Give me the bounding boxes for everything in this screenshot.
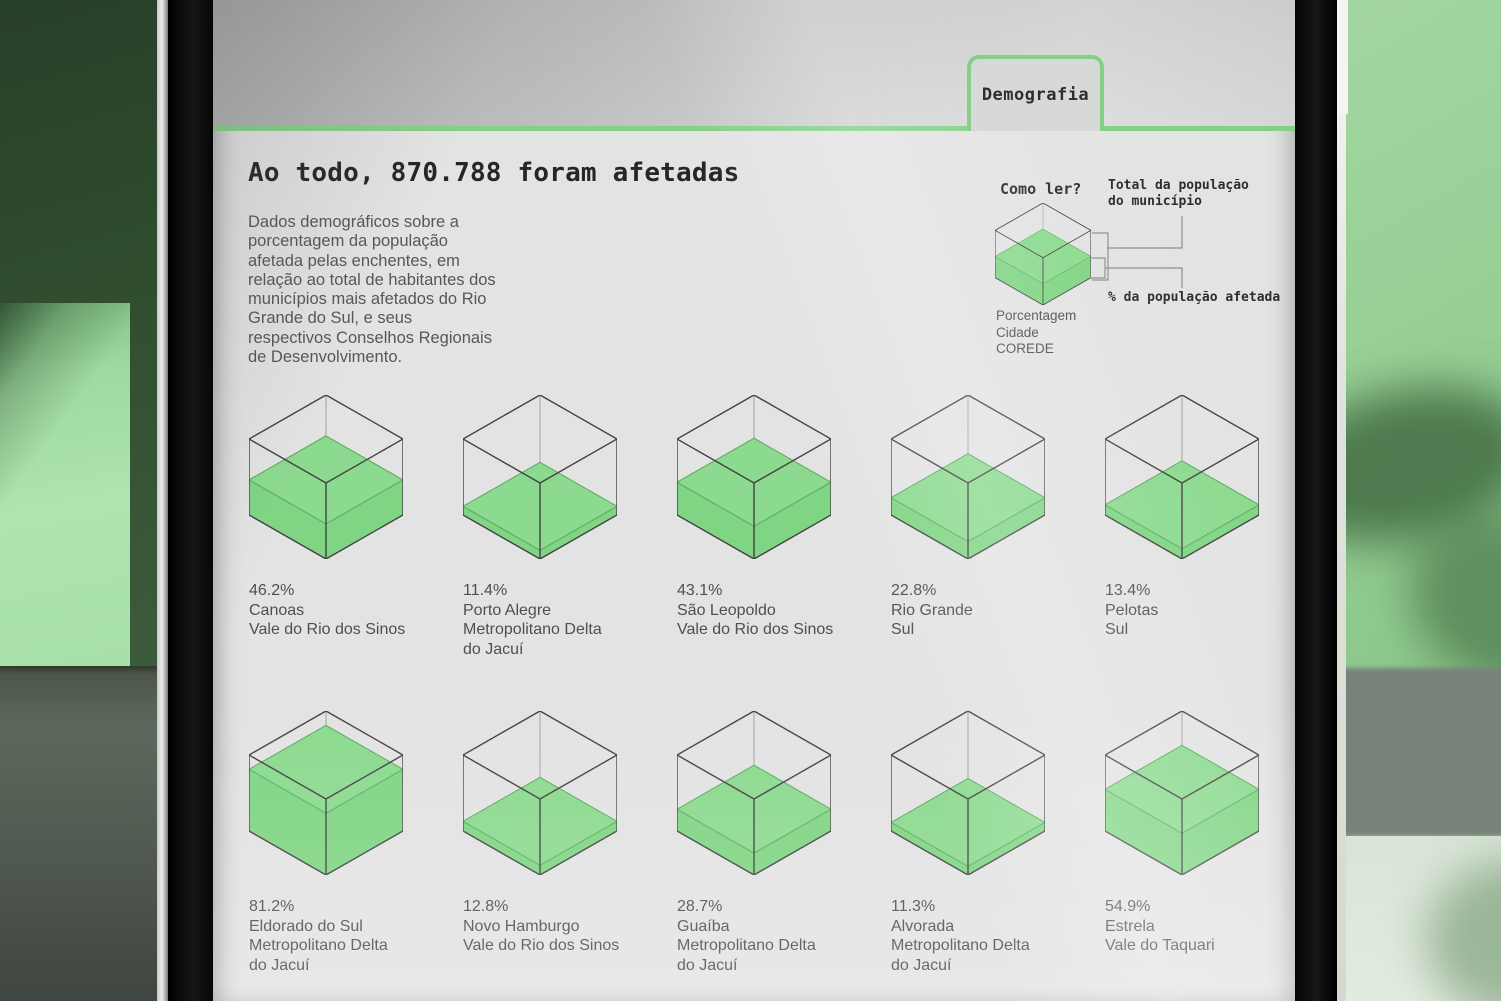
city-label: Eldorado do Sul (249, 917, 363, 935)
background-left-panel (0, 303, 130, 668)
corede-label: Metropolitano Delta (677, 937, 816, 954)
city-label: Guaíba (677, 917, 730, 935)
city-label: Rio Grande (891, 601, 973, 619)
corede-label: Vale do Taquari (1105, 937, 1215, 954)
tab-label: Demografia (981, 85, 1090, 105)
legend-heading: Como ler? (1000, 180, 1082, 198)
municipality-chart: 13.4% Pelotas Sul (1103, 394, 1261, 659)
legend-caption-porcentagem: Porcentagem (996, 308, 1077, 323)
pct-label: 43.1% (677, 582, 723, 599)
cube-label: 22.8% Rio Grande Sul (891, 581, 1045, 640)
legend-affected-label: % da população afetada (1108, 290, 1281, 305)
corede-label: Metropolitano Delta (891, 937, 1030, 954)
pct-label: 11.4% (463, 582, 508, 599)
cube-label: 43.1% São Leopoldo Vale do Rio dos Sinos (677, 581, 834, 640)
legend-total-line1: Total da população (1108, 178, 1249, 193)
pct-label: 11.3% (891, 898, 936, 915)
cube-chart-svg (1103, 394, 1261, 560)
pct-label: 12.8% (463, 898, 509, 915)
pct-label: 81.2% (249, 898, 295, 915)
municipality-chart: 22.8% Rio Grande Sul (889, 394, 1047, 659)
cube-chart-svg (1103, 710, 1261, 876)
corede-label: Metropolitano Delta (463, 621, 602, 638)
corede-label: Vale do Rio dos Sinos (463, 937, 620, 954)
corede-label: do Jacuí (463, 640, 524, 658)
legend-caption: Porcentagem Cidade COREDE (996, 308, 1076, 358)
intro-paragraph: Dados demográficos sobre a porcentagem d… (248, 213, 496, 367)
cube-label: 46.2% Canoas Vale do Rio dos Sinos (249, 581, 406, 640)
corede-label: Sul (891, 621, 915, 638)
city-label: Porto Alegre (463, 601, 552, 619)
cube-label: 11.4% Porto Alegre Metropolitano Delta do… (463, 581, 617, 659)
city-label: Canoas (249, 601, 305, 619)
tablet-edge-right (1337, 0, 1346, 1001)
tablet-edge-left (157, 0, 168, 1001)
cube-chart-svg (675, 394, 833, 560)
legend-connector-lines (1090, 216, 1183, 288)
corede-label: Sul (1105, 621, 1129, 638)
tablet-bezel-left (168, 0, 213, 1001)
corede-label: do Jacuí (249, 956, 310, 974)
municipality-chart: 28.7% Guaíba Metropolitano Delta do Jacuí (675, 710, 833, 975)
city-label: Estrela (1105, 917, 1155, 935)
municipality-chart: 11.3% Alvorada Metropolitano Delta do Jac… (889, 710, 1047, 975)
cube-grid-row-2: 81.2% Eldorado do Sul Metropolitano Delt… (247, 710, 1261, 975)
tablet-bezel-right (1295, 0, 1337, 1001)
municipality-chart: 46.2% Canoas Vale do Rio dos Sinos (247, 394, 406, 659)
municipality-chart: 54.9% Estrela Vale do Taquari (1103, 710, 1261, 975)
legend-total-line2: do município (1108, 193, 1202, 209)
legend-total-label: Total da população do município (1108, 178, 1249, 209)
cube-chart-svg (994, 202, 1092, 306)
cube-chart-svg (247, 710, 405, 876)
municipality-chart: 11.4% Porto Alegre Metropolitano Delta do… (461, 394, 619, 659)
cube-label: 12.8% Novo Hamburgo Vale do Rio dos Sino… (463, 897, 620, 956)
pct-label: 46.2% (249, 582, 295, 599)
cube-chart-svg (461, 710, 619, 876)
legend-cube (994, 202, 1092, 306)
city-label: Novo Hamburgo (463, 917, 580, 935)
background-right (1337, 0, 1501, 1001)
page-title: Ao todo, 870.788 foram afetadas (248, 158, 740, 188)
page: Demografia Ao todo, 870.788 foram afetad… (213, 0, 1295, 1001)
municipality-chart: 81.2% Eldorado do Sul Metropolitano Delt… (247, 710, 405, 975)
cube-chart-svg (675, 710, 833, 876)
city-label: São Leopoldo (677, 601, 776, 619)
background-left-floor (0, 666, 168, 1001)
cube-grid-row-1: 46.2% Canoas Vale do Rio dos Sinos 11.4%… (247, 394, 1261, 659)
municipality-chart: 12.8% Novo Hamburgo Vale do Rio dos Sino… (461, 710, 620, 975)
tablet-side-button (1337, 0, 1348, 114)
cube-label: 13.4% Pelotas Sul (1105, 581, 1259, 640)
green-divider-line (213, 126, 1295, 131)
cube-label: 28.7% Guaíba Metropolitano Delta do Jacuí (677, 897, 831, 975)
corede-label: Vale do Rio dos Sinos (677, 621, 834, 638)
city-label: Pelotas (1105, 601, 1159, 619)
legend-caption-cidade: Cidade (996, 324, 1039, 340)
corede-label: Vale do Rio dos Sinos (249, 621, 406, 638)
pct-label: 13.4% (1105, 582, 1151, 599)
city-label: Alvorada (891, 917, 955, 935)
corede-label: do Jacuí (677, 956, 738, 974)
cube-chart-svg (461, 394, 619, 560)
municipality-chart: 43.1% São Leopoldo Vale do Rio dos Sinos (675, 394, 834, 659)
top-band (213, 0, 1295, 131)
pct-label: 54.9% (1105, 898, 1151, 915)
background-right-floor (1337, 836, 1501, 1001)
background-right-gray-band (1337, 668, 1501, 836)
pct-label: 22.8% (891, 582, 937, 599)
tab-demografia[interactable]: Demografia (967, 55, 1104, 131)
cube-label: 11.3% Alvorada Metropolitano Delta do Jac… (891, 897, 1045, 975)
cube-chart-svg (889, 710, 1047, 876)
cube-label: 54.9% Estrela Vale do Taquari (1105, 897, 1259, 956)
cube-label: 81.2% Eldorado do Sul Metropolitano Delt… (249, 897, 403, 975)
legend-caption-corede: COREDE (996, 341, 1054, 356)
corede-label: Metropolitano Delta (249, 937, 388, 954)
pct-label: 28.7% (677, 898, 723, 915)
corede-label: do Jacuí (891, 956, 952, 974)
cube-chart-svg (247, 394, 405, 560)
cube-chart-svg (889, 394, 1047, 560)
